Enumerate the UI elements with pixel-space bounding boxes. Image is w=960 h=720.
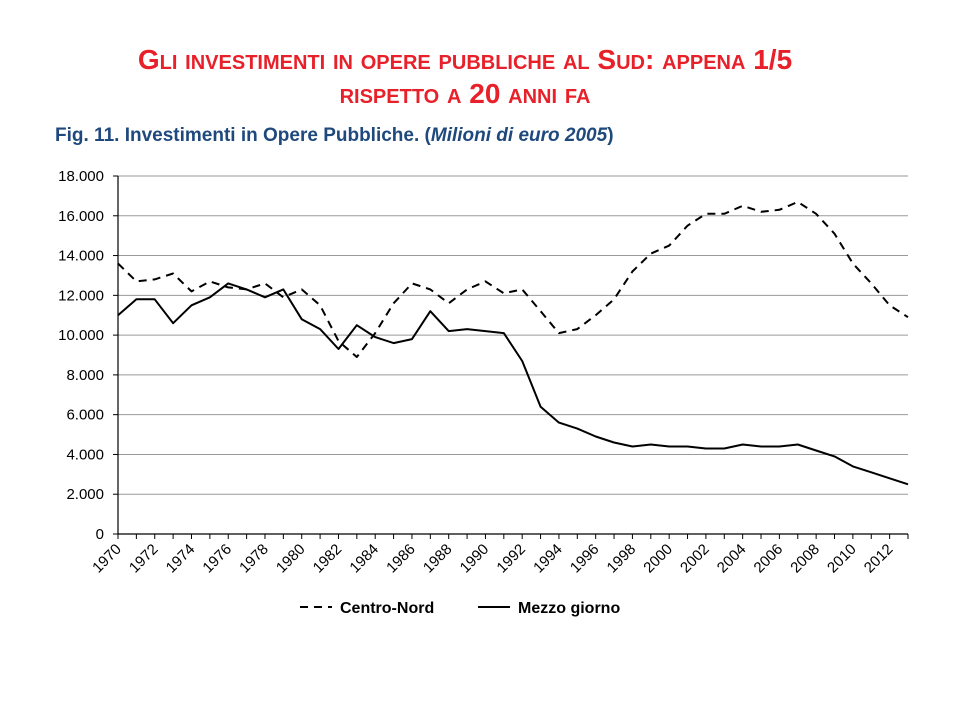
x-tick-label: 2006: [751, 541, 787, 577]
x-tick-label: 1972: [126, 541, 162, 577]
y-tick-labels: 0 2.000 4.000 6.000 8.000 10.000 12.000 14.000 1…: [58, 168, 104, 543]
x-tick-label: 1992: [493, 541, 529, 577]
chart-title-line-1: Gli investimenti in opere pubbliche al S…: [137, 44, 793, 75]
x-tick-label: 2004: [714, 541, 750, 577]
x-tick-label: 1976: [199, 541, 235, 577]
y-tick-label: 8.000: [66, 367, 104, 384]
x-tick-label: 1978: [236, 541, 272, 577]
y-tick-label: 2.000: [66, 486, 104, 503]
legend-label-centro-nord: Centro-Nord: [340, 600, 434, 617]
legend: Centro-Nord Mezzo giorno: [300, 600, 620, 617]
x-tick-label: 1988: [420, 541, 456, 577]
y-tick-label: 14.000: [58, 248, 104, 265]
y-tick-label: 16.000: [58, 208, 104, 225]
x-tick-label: 1994: [530, 541, 566, 577]
series-line-centro-nord: [117, 200, 909, 358]
y-tick-label: 4.000: [66, 446, 104, 463]
subtitle-unit: Milioni di euro 2005: [430, 125, 608, 146]
x-tick-label: 1980: [273, 541, 309, 577]
x-tick-label: 1998: [604, 541, 640, 577]
y-tick-label: 10.000: [58, 327, 104, 344]
x-tick-label: 1974: [163, 541, 199, 577]
axes: [113, 175, 909, 539]
x-tick-label: 1970: [89, 541, 125, 577]
series-lines: [117, 200, 909, 486]
x-tick-label: 1982: [310, 541, 346, 577]
chart-title-line-2: rispetto a 20 anni fa: [339, 78, 591, 109]
x-tick-label: 2008: [787, 541, 823, 577]
x-tick-label: 1986: [383, 541, 419, 577]
x-tick-label: 1984: [346, 541, 382, 577]
x-tick-label: 2010: [824, 541, 860, 577]
subtitle-main: Fig. 11. Investimenti in Opere Pubbliche…: [55, 125, 431, 146]
chart-subtitle: Fig. 11. Investimenti in Opere Pubbliche…: [55, 125, 614, 147]
y-tick-label: 0: [96, 526, 104, 543]
legend-label-mezzo-giorno: Mezzo giorno: [518, 600, 620, 617]
x-tick-label: 2002: [677, 541, 713, 577]
y-tick-label: 12.000: [58, 287, 104, 304]
x-tick-label: 2012: [861, 541, 897, 577]
series-line-mezzo-giorno: [117, 282, 909, 486]
subtitle-end: ): [607, 125, 614, 146]
x-tick-labels: 1970 1972 1974 1976 1978 1980 1982 1984 1986 1988…: [89, 541, 896, 577]
grid-lines: [118, 175, 908, 495]
x-tick-label: 2000: [640, 541, 676, 577]
x-tick-label: 1990: [457, 541, 493, 577]
y-tick-label: 6.000: [66, 407, 104, 424]
y-tick-label: 18.000: [58, 168, 104, 185]
x-tick-label: 1996: [567, 541, 603, 577]
